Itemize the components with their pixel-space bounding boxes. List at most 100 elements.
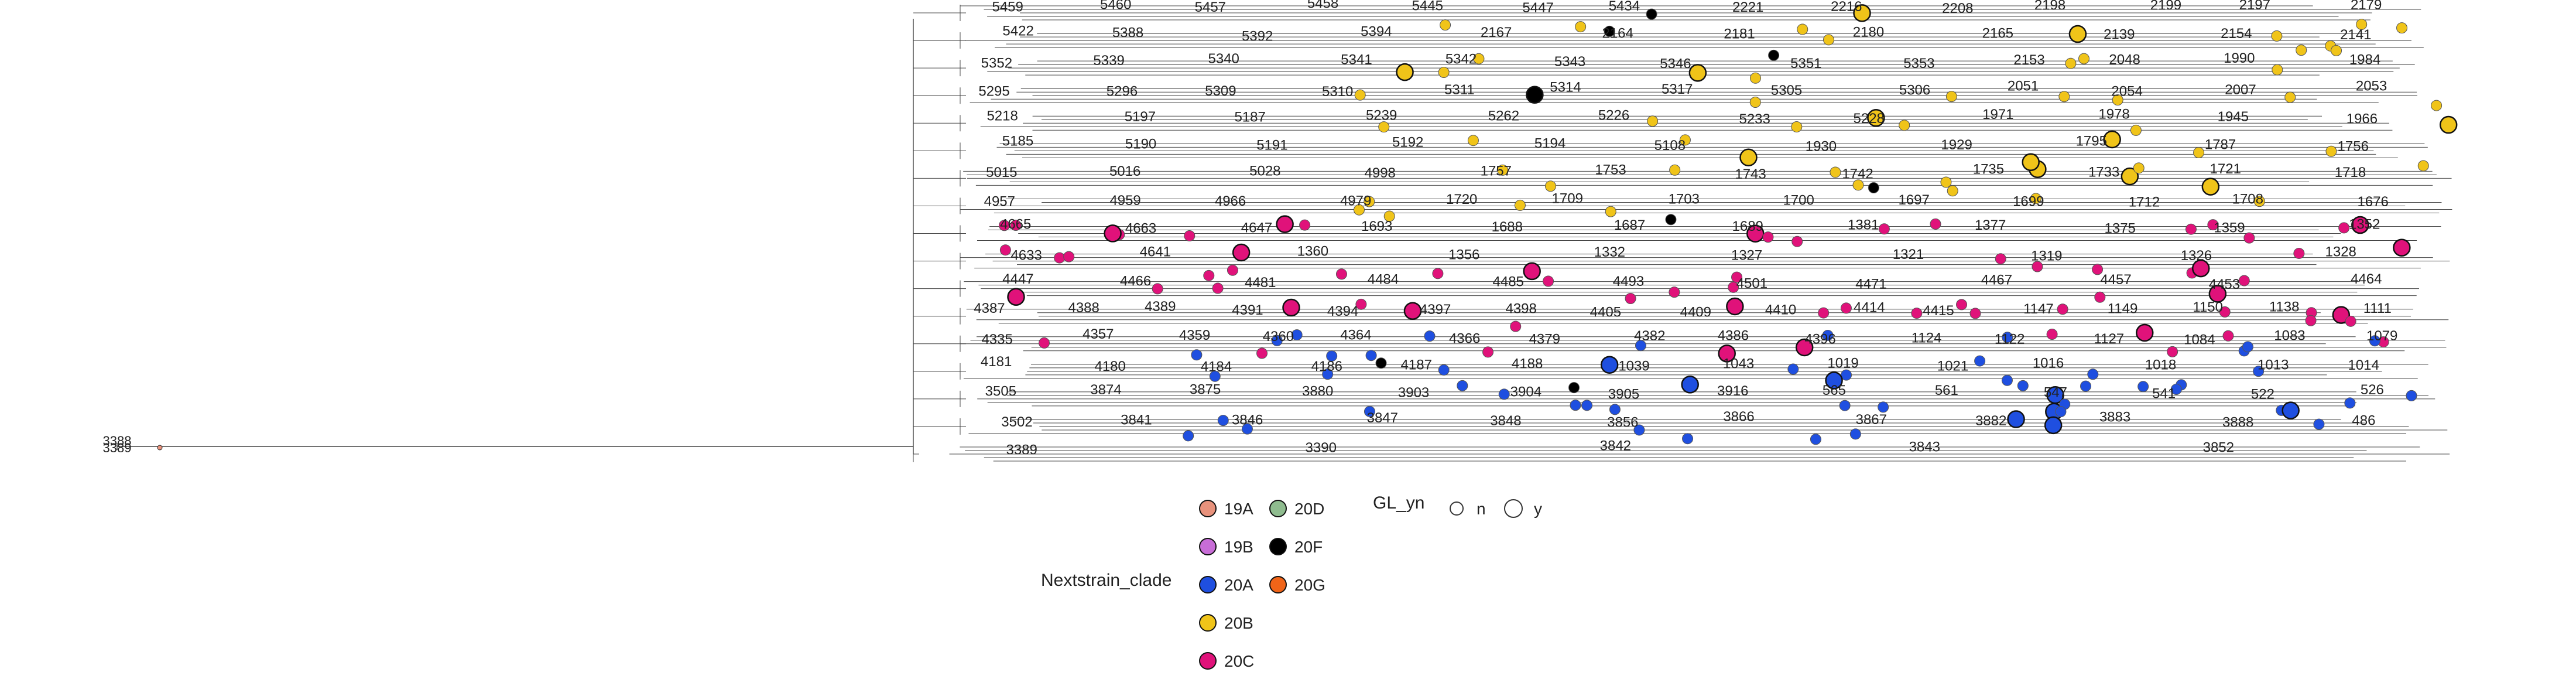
tip-point-20b [1575,21,1587,33]
tip-points [157,4,2458,451]
tip-point-20c [1010,220,1022,231]
node-label: 4453 [2209,277,2240,292]
tip-point-20c [1256,347,1268,359]
node-label: 4409 [1680,304,1711,320]
node-label: 2179 [2351,0,2382,13]
legend-label-20d: 20D [1294,500,1324,518]
legend-key-20c [1199,652,1217,670]
tip-point-20c [1728,281,1739,293]
tip-point-20c [1152,283,1163,295]
node-label: 1733 [2088,164,2119,180]
legend-key-19b [1199,538,1217,555]
tip-point-20c [1840,302,1852,314]
gl-legend: GL_yn n y [1373,493,1542,518]
node-label: 1352 [2349,217,2380,233]
node-label: 1016 [2033,355,2064,371]
node-label: 2165 [1982,26,2013,42]
tip-point-20a [1365,350,1377,361]
gl-legend-key-y [1504,499,1523,518]
node-label: 5392 [1242,28,1273,44]
tip-point-20b [1605,206,1616,217]
tip-point-20a [2044,416,2063,435]
tip-point-20a [1498,388,1510,400]
tip-point-20f [1768,49,1780,61]
tip-point-20b [1830,166,1841,178]
node-label: 1079 [2366,328,2397,344]
tip-point-20b [1473,53,1485,64]
node-label: 4464 [2351,271,2382,287]
node-label: 2051 [2008,79,2039,94]
node-label: 2153 [2013,52,2044,68]
tip-point-20b [2284,91,2296,103]
node-label: 1013 [2258,357,2289,373]
node-label: 3841 [1121,412,1152,428]
node-label: 561 [1935,383,1958,398]
node-label: 4386 [1718,328,1749,344]
node-label: 1700 [1783,193,1814,209]
tip-point-20c [1911,308,1923,319]
node-label: 5458 [1307,0,1338,12]
node-label: 522 [2251,387,2274,402]
tip-point-20b [2022,153,2040,171]
node-label: 5028 [1249,163,1280,179]
node-label: 4415 [1923,303,1954,319]
node-label: 4364 [1340,327,1371,343]
tip-point-20b [1823,34,1835,46]
tip-point-20c [1232,243,1251,262]
node-label: 1381 [1848,217,1879,233]
node-label: 4414 [1854,299,1885,315]
tip-point-20a [1681,376,1699,394]
node-label: 541 [2152,386,2176,402]
node-label: 1127 [2094,331,2125,347]
tip-point-20b [2121,167,2139,186]
tip-point-20c [1995,253,2006,265]
node-label: 3866 [1723,409,1754,425]
tip-point-20b [1396,63,1414,81]
node-label: 4184 [1201,359,1232,374]
tip-point-20f [1646,8,1657,20]
node-label: 5434 [1609,0,1640,14]
node-label: 1150 [2193,299,2223,315]
tip-point-20b [2296,45,2307,56]
node-label: 5310 [1322,84,1353,100]
node-label: 4466 [1120,274,1151,289]
tip-point-20b [1440,19,1451,31]
tip-point-20b [1497,164,1509,176]
tip-point-20b [1945,91,1957,103]
node-label: 4388 [1068,300,1099,316]
node-label: 1753 [1595,162,1626,178]
node-label: 3847 [1367,410,1398,426]
node-label: 4186 [1311,359,1342,374]
node-label: 4335 [981,332,1012,347]
node-label: 1990 [2224,50,2255,66]
node-label: 4471 [1855,277,1886,292]
node-label: 1377 [1975,217,2006,233]
node-label: 5422 [1002,23,1033,39]
node-label: 1111 [2363,301,2392,316]
node-label: 4359 [1179,327,1210,343]
node-label: 1360 [1297,244,1328,260]
node-label: 4379 [1529,331,1560,347]
node-label: 2198 [2034,0,2065,13]
node-label: 1124 [1912,330,1942,346]
tip-point-20c [2032,261,2043,272]
node-label: 4180 [1094,359,1125,374]
node-label: 4457 [2100,272,2131,288]
node-label: 4663 [1125,221,1156,237]
node-label: 5343 [1554,54,1585,70]
node-label: 1709 [1552,191,1583,207]
tip-point-20b [1739,148,1758,166]
tip-point-20c [2094,291,2106,303]
node-label: 3882 [1975,413,2006,429]
tip-point-20a [1609,404,1621,415]
gl-legend-title: GL_yn [1373,493,1424,513]
tip-point-20c [1746,224,1765,243]
node-label: 4493 [1613,274,1644,289]
tip-point-20a [1438,364,1450,376]
tip-point-20a [2242,341,2253,353]
node-label: 1945 [2218,109,2249,125]
tip-point-20b [2058,91,2070,103]
node-label: 4501 [1736,276,1767,292]
tip-point-20a [2282,401,2300,419]
node-label: 4966 [1215,193,1246,209]
